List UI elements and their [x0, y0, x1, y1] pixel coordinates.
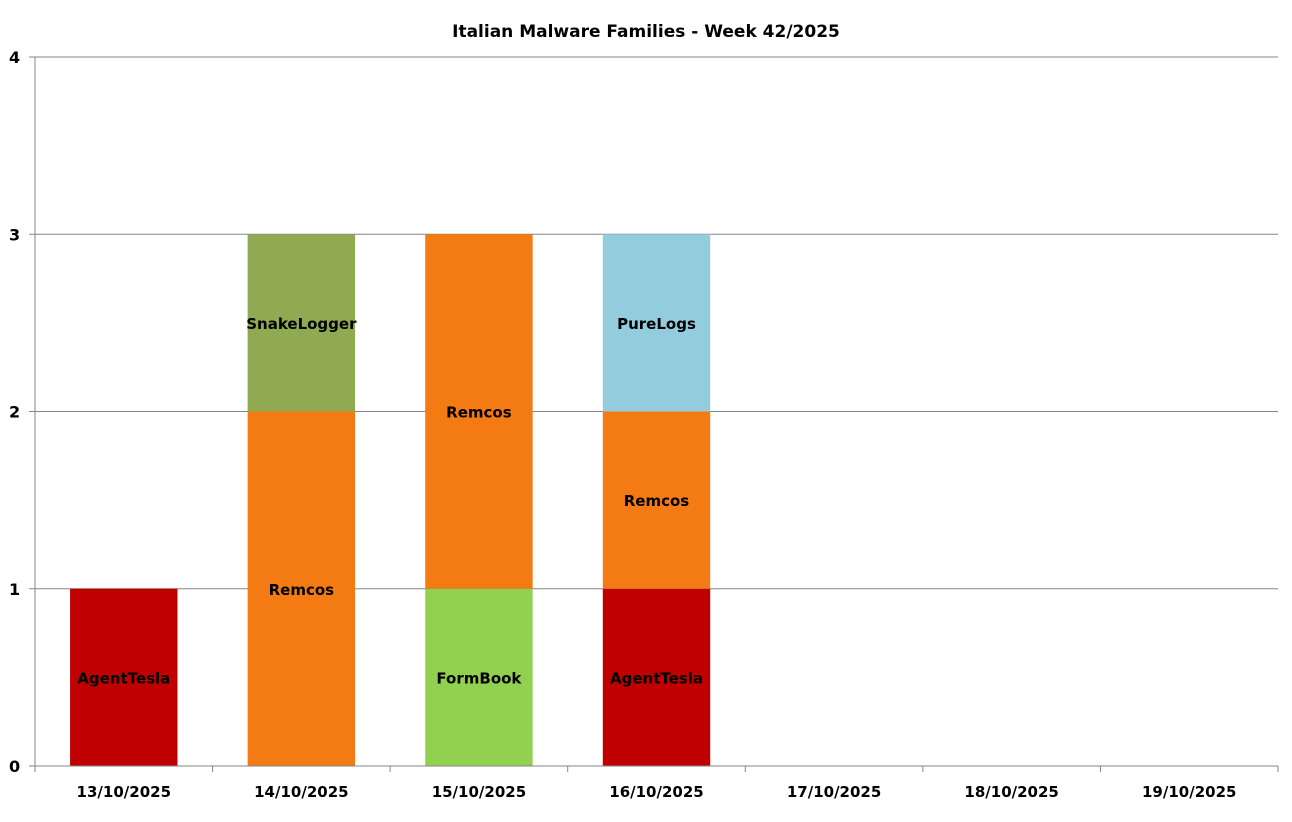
x-tick-label: 15/10/2025: [432, 783, 526, 801]
data-label: PureLogs: [617, 315, 696, 333]
y-tick-label: 1: [9, 580, 20, 599]
data-label: AgentTesla: [77, 669, 170, 687]
bar-segment-purelogs: [602, 234, 711, 412]
data-label: Remcos: [624, 492, 690, 510]
x-tick-label: 16/10/2025: [609, 783, 703, 801]
data-label: FormBook: [436, 669, 522, 687]
y-tick-label: 2: [9, 403, 20, 422]
axes: 0 1 2 3 4 13/10/2025 14/10/2025 15/10/2025 16/10…: [9, 48, 1279, 801]
y-tick-label: 4: [9, 48, 20, 67]
x-tick-label: 19/10/2025: [1142, 783, 1236, 801]
chart-title: Italian Malware Families - Week 42/2025: [452, 22, 840, 42]
y-tick-label: 3: [9, 225, 20, 244]
x-tick-label: 14/10/2025: [254, 783, 348, 801]
bars: AgentTesla Remcos SnakeLogger FormBook Remco…: [70, 234, 711, 766]
data-label: SnakeLogger: [246, 315, 357, 333]
bar-segment-remcos: [425, 234, 533, 589]
bar-segment-agenttesla: [602, 588, 711, 766]
data-label: AgentTesla: [610, 669, 703, 687]
y-tick-label: 0: [9, 757, 20, 776]
bar-segment-agenttesla: [70, 588, 178, 766]
data-label: Remcos: [446, 404, 512, 422]
data-label: Remcos: [269, 581, 335, 599]
x-tick-label: 18/10/2025: [964, 783, 1058, 801]
x-tick-label: 13/10/2025: [77, 783, 171, 801]
bar-segment-formbook: [425, 588, 533, 766]
x-tick-label: 17/10/2025: [787, 783, 881, 801]
bar-segment-remcos: [247, 411, 356, 766]
bar-segment-snakelogger: [247, 234, 356, 412]
bar-segment-remcos: [602, 411, 711, 589]
